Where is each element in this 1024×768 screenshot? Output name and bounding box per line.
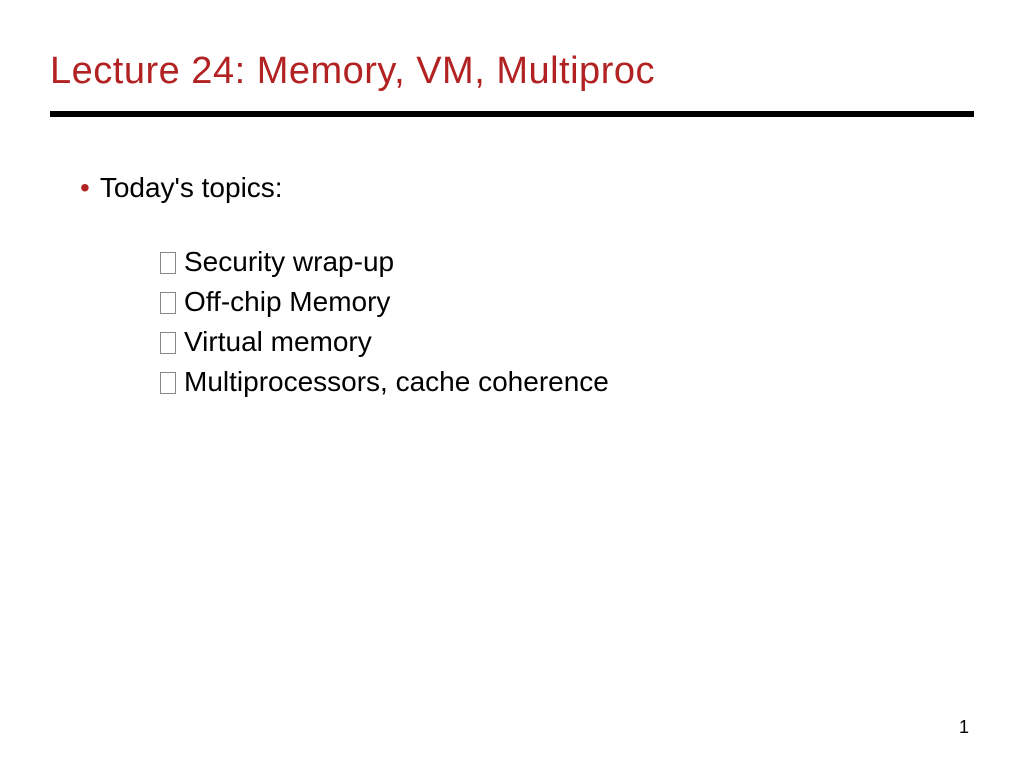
main-bullet-text: Today's topics: <box>100 172 283 204</box>
bullet-icon: • <box>80 174 90 202</box>
sub-bullet-list: Security wrap-up Off-chip Memory Virtual… <box>80 246 974 398</box>
sub-bullet-text: Security wrap-up <box>184 246 394 278</box>
slide-title: Lecture 24: Memory, VM, Multiproc <box>50 50 974 93</box>
box-icon <box>160 372 176 394</box>
box-icon <box>160 332 176 354</box>
sub-bullet-item: Security wrap-up <box>160 246 974 278</box>
title-divider <box>50 111 974 117</box>
slide-container: Lecture 24: Memory, VM, Multiproc • Toda… <box>0 0 1024 768</box>
main-bullet-row: • Today's topics: <box>80 172 974 204</box>
sub-bullet-text: Virtual memory <box>184 326 372 358</box>
sub-bullet-item: Off-chip Memory <box>160 286 974 318</box>
sub-bullet-text: Off-chip Memory <box>184 286 390 318</box>
box-icon <box>160 292 176 314</box>
sub-bullet-item: Virtual memory <box>160 326 974 358</box>
slide-content: • Today's topics: Security wrap-up Off-c… <box>50 172 974 398</box>
page-number: 1 <box>959 717 969 738</box>
box-icon <box>160 252 176 274</box>
sub-bullet-text: Multiprocessors, cache coherence <box>184 366 609 398</box>
sub-bullet-item: Multiprocessors, cache coherence <box>160 366 974 398</box>
